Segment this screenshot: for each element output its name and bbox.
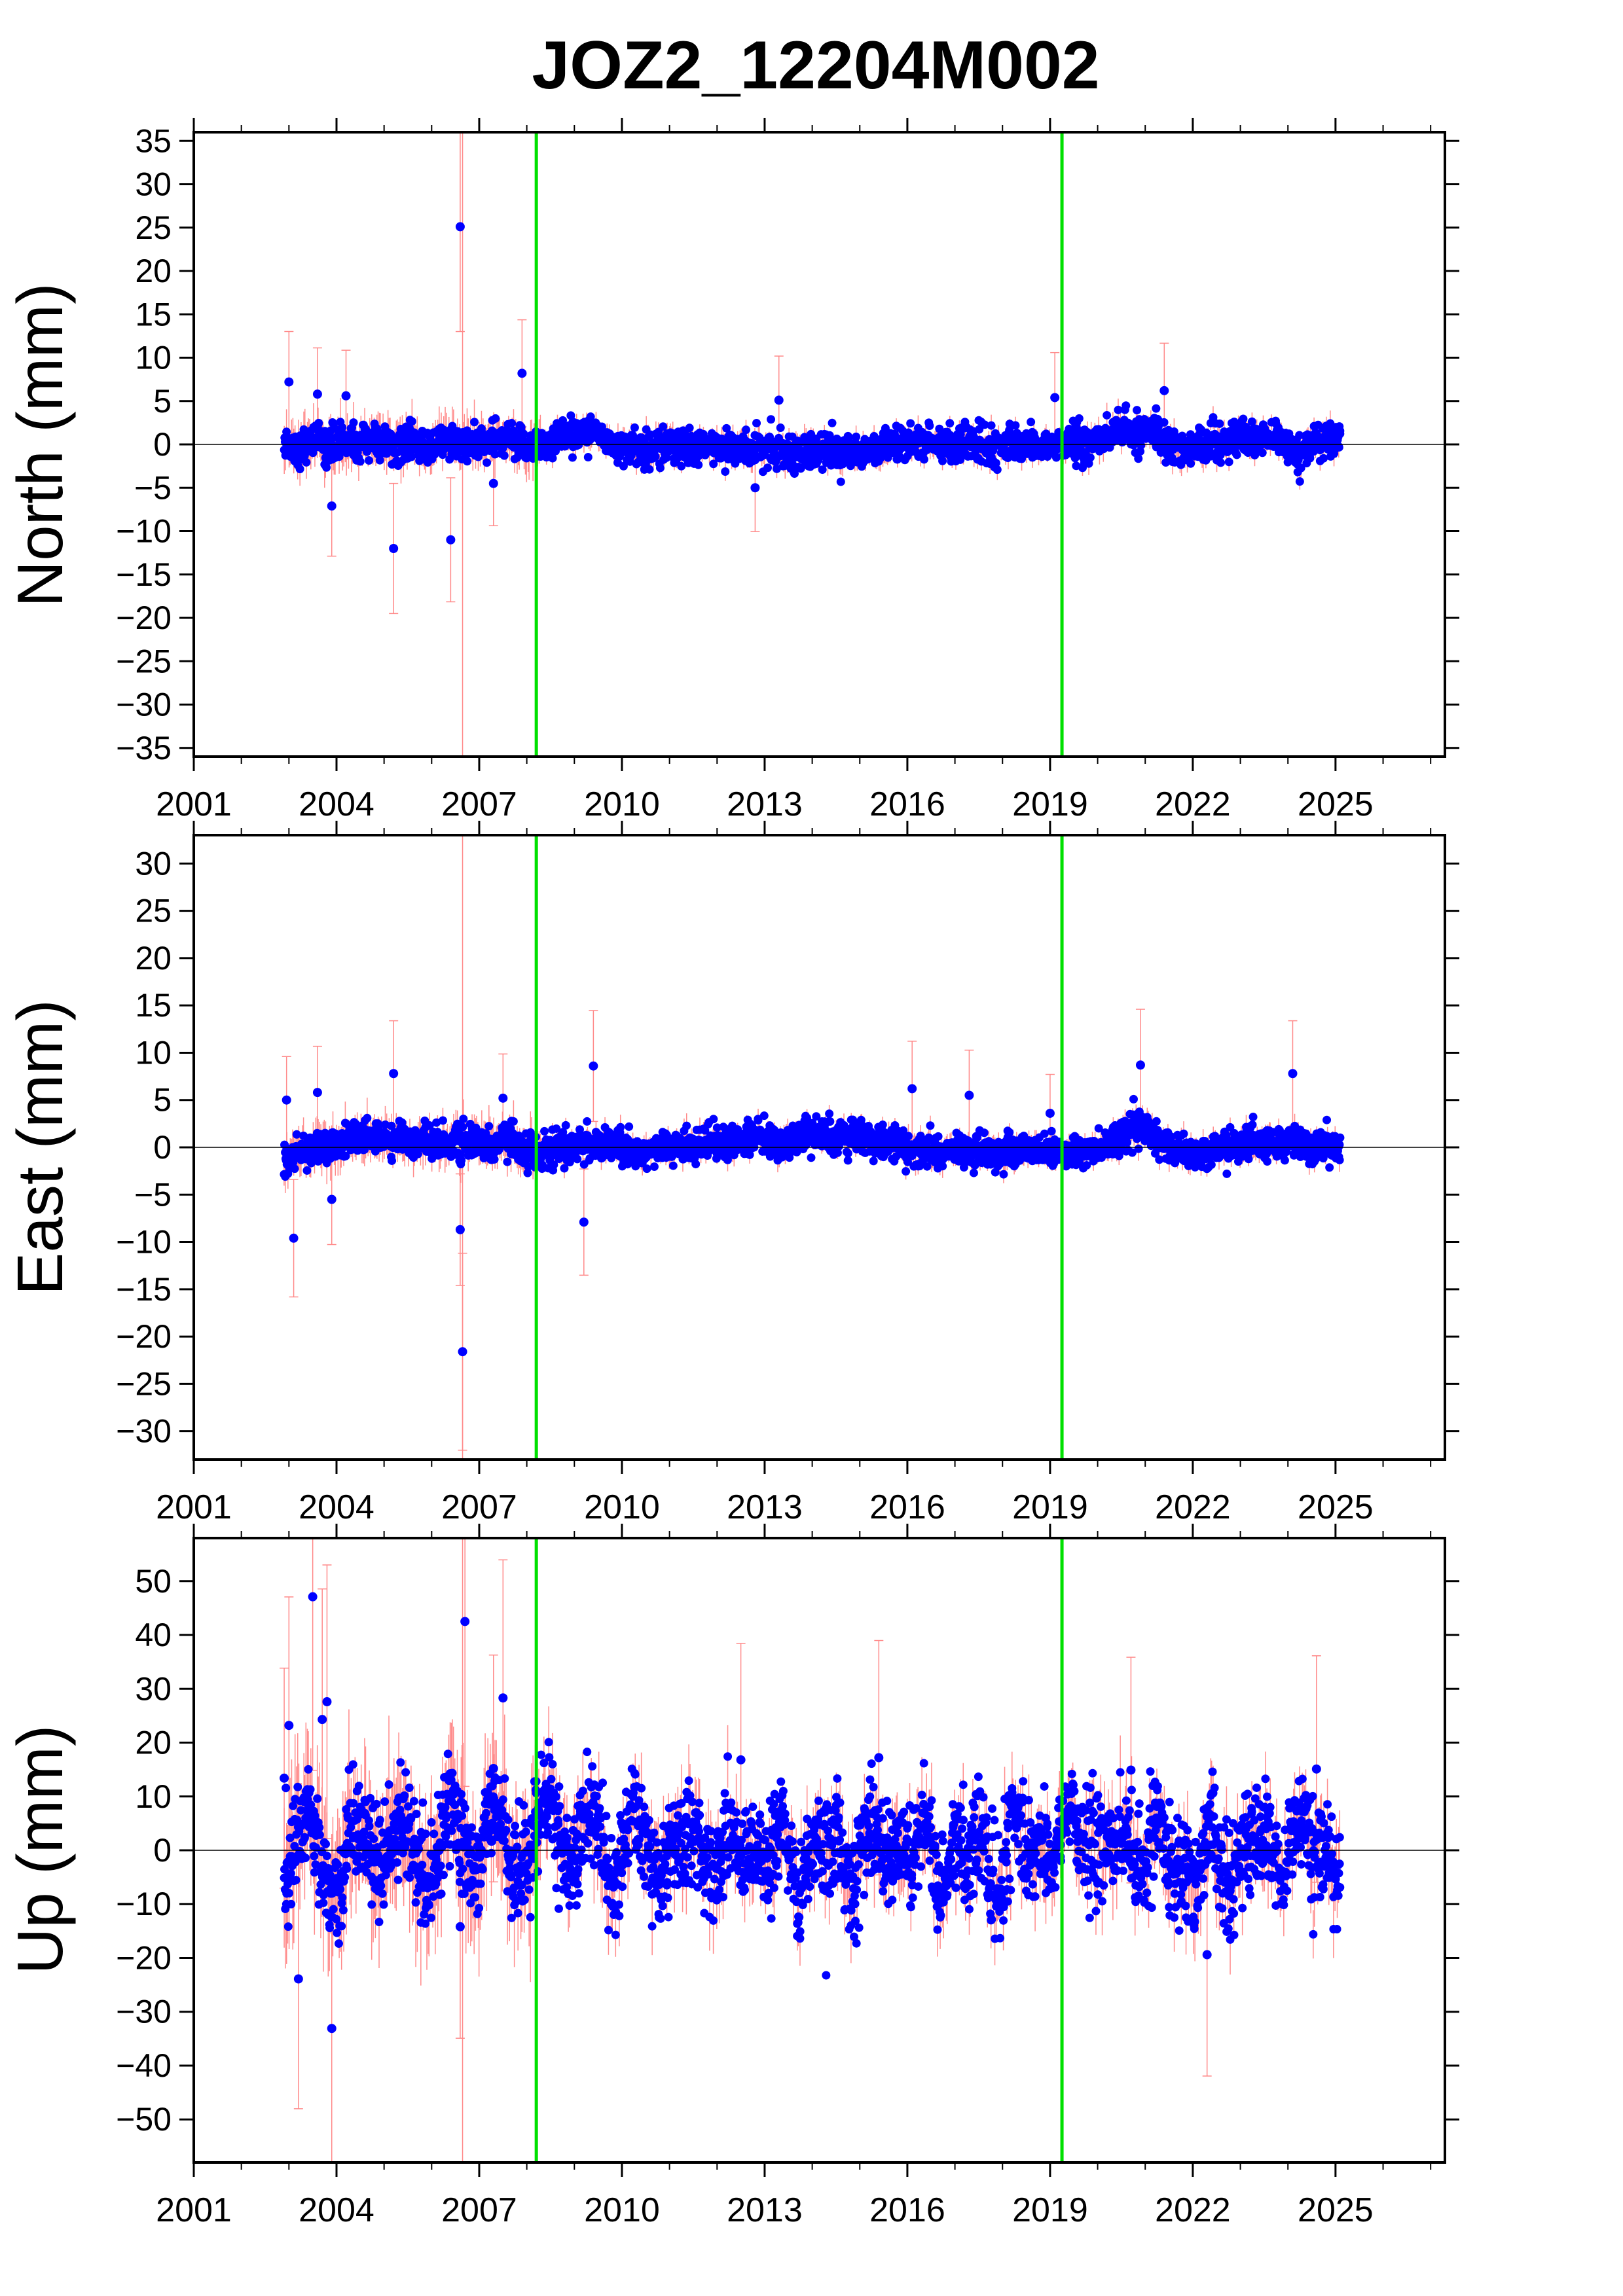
east-ytick-label: 25	[135, 893, 172, 929]
east-ytick-label: 30	[135, 845, 172, 882]
east-xtick-label: 2019	[1012, 1488, 1088, 1526]
east-xtick-label: 2010	[584, 1488, 660, 1526]
north-ytick-label: −10	[116, 513, 172, 550]
up-xtick-label: 2025	[1298, 2191, 1374, 2229]
up-ylabel: Up (mm)	[4, 1725, 76, 1974]
north-ytick-label: −5	[134, 469, 172, 506]
up-xtick-label: 2007	[441, 2191, 517, 2229]
north-xtick-label: 2007	[441, 785, 517, 823]
up-ytick-label: −10	[116, 1886, 172, 1922]
north-ytick-label: 5	[153, 383, 172, 420]
up-ytick-label: 40	[135, 1617, 172, 1653]
north-xtick-label: 2004	[299, 785, 374, 823]
up-ytick-label: 10	[135, 1778, 172, 1815]
east-ytick-label: 15	[135, 987, 172, 1024]
up-points	[280, 1592, 1345, 2034]
north-ytick-label: 0	[153, 426, 172, 463]
east-xtick-label: 2025	[1298, 1488, 1374, 1526]
north-ytick-label: 35	[135, 122, 172, 159]
north-ytick-label: 30	[135, 166, 172, 203]
east-ytick-label: 10	[135, 1034, 172, 1071]
north-ylabel: North (mm)	[4, 283, 76, 607]
east-xtick-label: 2007	[441, 1488, 517, 1526]
up-xtick-label: 2013	[727, 2191, 803, 2229]
up-ytick-label: −50	[116, 2101, 172, 2138]
east-ytick-label: −5	[134, 1176, 172, 1213]
up-ytick-label: −30	[116, 1994, 172, 2030]
chart-title: JOZ2_12204M002	[532, 27, 1099, 103]
east-ytick-label: −15	[116, 1271, 172, 1308]
east-panel: East (mm) −30−25−20−15−10−50510152025302…	[4, 821, 1459, 1526]
up-ytick-label: 0	[153, 1832, 172, 1869]
east-xtick-label: 2004	[299, 1488, 374, 1526]
up-panel: Up (mm) −50 −40 −30 −20 −10 0 10 20 30 40 50 2001 20…	[4, 1524, 1459, 2229]
east-xtick-label: 2022	[1155, 1488, 1231, 1526]
north-ytick-label: −25	[116, 643, 172, 679]
east-ytick-label: 0	[153, 1129, 172, 1166]
east-plot-area	[194, 835, 1445, 1460]
north-xtick-label: 2013	[727, 785, 803, 823]
north-points	[280, 222, 1345, 553]
up-xtick-label: 2010	[584, 2191, 660, 2229]
north-ytick-label: 15	[135, 296, 172, 332]
up-xtick-label: 2001	[156, 2191, 232, 2229]
north-xtick-label: 2016	[869, 785, 945, 823]
north-ytick-label: −15	[116, 556, 172, 593]
east-ytick-label: −25	[116, 1365, 172, 1402]
east-ytick-label: 5	[153, 1082, 172, 1119]
north-ytick-label: 25	[135, 209, 172, 246]
up-ytick-label: 50	[135, 1563, 172, 1600]
up-ytick-label: −40	[116, 2047, 172, 2084]
up-ytick-label: 20	[135, 1725, 172, 1761]
north-ytick-label: 20	[135, 253, 172, 289]
east-ytick-label: 20	[135, 940, 172, 977]
north-ytick-label: −20	[116, 600, 172, 636]
east-xtick-label: 2016	[869, 1488, 945, 1526]
north-panel: North (mm) −35−30−25−20−15−10−5051015202…	[4, 118, 1459, 823]
up-ytick-label: 30	[135, 1670, 172, 1707]
east-xtick-label: 2013	[727, 1488, 803, 1526]
east-ytick-label: −20	[116, 1318, 172, 1355]
north-xtick-label: 2010	[584, 785, 660, 823]
east-ytick-label: −30	[116, 1413, 172, 1450]
north-plot-area	[194, 132, 1445, 757]
east-ytick-label: −10	[116, 1224, 172, 1261]
up-xtick-label: 2022	[1155, 2191, 1231, 2229]
east-xtick-label: 2001	[156, 1488, 232, 1526]
east-points	[280, 1060, 1345, 1357]
north-xtick-label: 2022	[1155, 785, 1231, 823]
north-xtick-label: 2019	[1012, 785, 1088, 823]
north-ytick-label: 10	[135, 340, 172, 376]
up-plot-area	[194, 1538, 1445, 2162]
up-ytick-label: −20	[116, 1939, 172, 1976]
up-xtick-label: 2016	[869, 2191, 945, 2229]
north-ytick-label: −30	[116, 687, 172, 723]
north-xtick-label: 2001	[156, 785, 232, 823]
up-xtick-label: 2019	[1012, 2191, 1088, 2229]
east-ylabel: East (mm)	[4, 999, 76, 1295]
north-xtick-label: 2025	[1298, 785, 1374, 823]
up-xtick-label: 2004	[299, 2191, 374, 2229]
north-ytick-label: −35	[116, 730, 172, 766]
